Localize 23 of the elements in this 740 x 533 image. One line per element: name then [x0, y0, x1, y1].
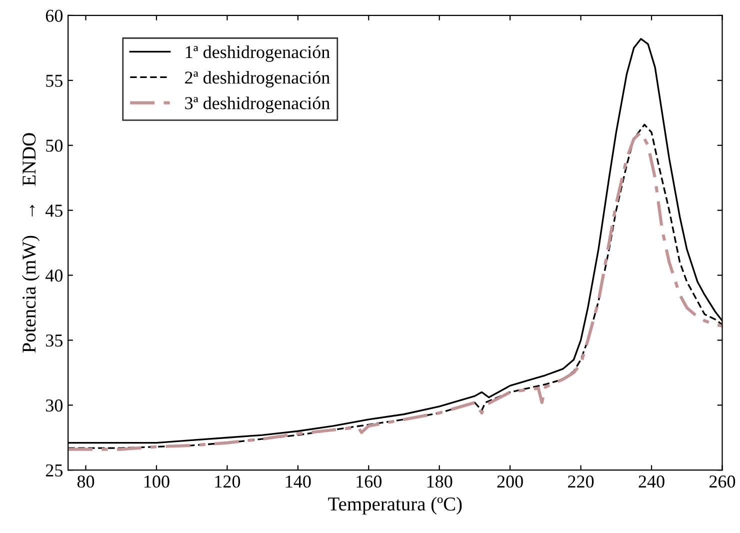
x-tick-label: 180: [427, 475, 452, 488]
x-tick-label: 100: [144, 475, 170, 488]
y-tick-label: 40: [46, 270, 63, 282]
y-tick-label: 35: [46, 334, 63, 347]
x-tick-label: 120: [215, 475, 240, 488]
y-tick-label: 25: [46, 464, 63, 477]
legend-label: 2ª deshidrogenación: [185, 70, 330, 88]
legend-label: 3ª deshidrogenación: [185, 96, 330, 114]
x-axis-title: Temperatura (ºC): [328, 496, 462, 515]
y-tick-label: 50: [46, 140, 63, 152]
y-tick-label: 55: [46, 74, 63, 87]
y-tick-label: 60: [46, 10, 63, 22]
legend-label: 1ª deshidrogenación: [186, 45, 330, 62]
y-tick-label: 30: [46, 399, 63, 412]
x-tick-label: 160: [356, 475, 382, 488]
x-tick-label: 260: [709, 475, 736, 488]
y-axis-title: Potencia (mW) → ENDO: [22, 133, 40, 353]
x-tick-label: 240: [638, 475, 664, 488]
x-tick-label: 220: [568, 475, 594, 488]
y-tick-label: 45: [46, 204, 63, 217]
x-tick-label: 200: [497, 475, 523, 488]
x-tick-label: 80: [77, 475, 94, 488]
x-tick-label: 140: [286, 475, 311, 488]
